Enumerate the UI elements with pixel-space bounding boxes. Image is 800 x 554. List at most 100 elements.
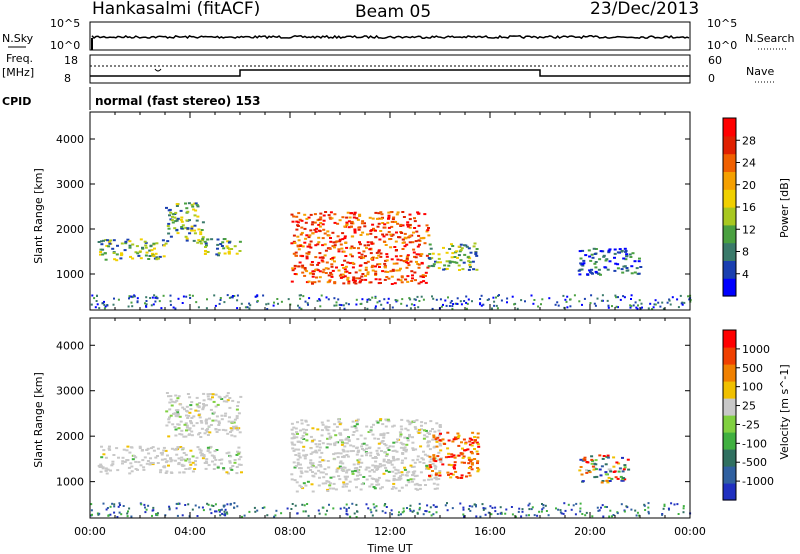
power-cell	[345, 223, 349, 226]
velocity-cell	[185, 426, 189, 429]
velocity-cell	[111, 502, 114, 505]
velocity-cell	[305, 428, 308, 431]
power-cell	[223, 301, 226, 304]
velocity-cell	[183, 423, 187, 426]
power-cell	[311, 275, 315, 278]
power-cell	[399, 259, 403, 262]
power-cell	[390, 258, 394, 261]
velocity-cell	[321, 459, 325, 462]
velocity-cell	[346, 513, 349, 516]
velocity-cell	[412, 478, 416, 481]
power-cell	[102, 302, 105, 305]
power-cell	[104, 239, 108, 241]
power-cell	[463, 244, 466, 247]
power-cell	[384, 244, 388, 246]
power-cell	[317, 236, 321, 239]
velocity-cell	[342, 483, 346, 486]
power-cell	[154, 300, 157, 303]
velocity-cell	[402, 507, 405, 510]
power-cell	[219, 243, 223, 245]
power-colorbar-tick-label: 24	[742, 157, 756, 170]
velocity-cell	[146, 460, 150, 462]
power-cell	[404, 237, 408, 240]
velocity-cell	[207, 425, 211, 428]
velocity-cell	[167, 435, 171, 438]
power-cell	[404, 261, 408, 264]
power-cell	[361, 231, 365, 234]
velocity-cell	[137, 461, 141, 464]
power-cell	[305, 257, 309, 260]
velocity-cell	[226, 512, 229, 515]
power-cell	[462, 261, 466, 264]
velocity-cell	[376, 483, 380, 486]
velocity-cell	[337, 420, 341, 423]
velocity-cell	[404, 450, 408, 453]
power-cell	[345, 270, 349, 273]
power-cell	[455, 250, 459, 253]
power-cell	[360, 222, 364, 225]
velocity-cell	[475, 505, 477, 508]
power-cell	[578, 273, 582, 276]
power-cell	[391, 268, 395, 271]
velocity-cell	[164, 449, 168, 452]
velocity-cell	[399, 441, 403, 444]
power-cell	[331, 269, 335, 272]
power-cell	[311, 273, 315, 275]
velocity-cell	[470, 462, 474, 465]
velocity-cell	[220, 398, 224, 400]
velocity-cell	[228, 461, 232, 464]
velocity-cell	[333, 442, 337, 445]
power-cell	[630, 265, 634, 268]
velocity-cell	[606, 481, 610, 484]
velocity-cell	[380, 440, 384, 443]
velocity-cell	[107, 447, 111, 450]
velocity-cell	[335, 470, 339, 473]
velocity-cell	[358, 473, 362, 476]
velocity-background	[90, 318, 690, 518]
power-cell	[399, 279, 403, 282]
velocity-cell	[574, 513, 577, 516]
power-cell	[186, 210, 190, 213]
velocity-cell	[328, 482, 332, 485]
velocity-cell	[585, 469, 588, 472]
velocity-cell	[171, 423, 175, 426]
velocity-cell	[109, 505, 112, 508]
power-cell	[406, 254, 410, 257]
velocity-cell	[395, 441, 399, 444]
power-cell	[395, 262, 399, 265]
velocity-cell	[318, 476, 321, 479]
power-cell	[405, 255, 409, 258]
velocity-cell	[181, 406, 185, 409]
velocity-cell	[236, 401, 240, 404]
power-cell	[395, 269, 399, 272]
velocity-cell	[304, 419, 308, 422]
power-cell	[106, 239, 109, 242]
power-cell	[344, 265, 348, 268]
power-cell	[280, 300, 283, 303]
power-cell	[190, 225, 194, 228]
velocity-cell	[372, 470, 376, 473]
power-cell	[607, 251, 611, 254]
velocity-cell	[149, 457, 152, 460]
velocity-cell	[177, 423, 181, 426]
power-cell	[436, 261, 439, 264]
velocity-cell	[456, 437, 460, 440]
velocity-cell	[431, 438, 435, 441]
power-cell	[103, 252, 107, 255]
velocity-cell	[469, 509, 472, 512]
velocity-cell	[347, 489, 351, 492]
velocity-cell	[375, 505, 378, 508]
velocity-cell	[228, 416, 231, 419]
power-cell	[403, 245, 407, 248]
power-cell	[677, 306, 680, 309]
power-cell	[427, 265, 431, 268]
velocity-cell	[226, 399, 230, 402]
velocity-cell	[301, 503, 304, 506]
power-cell	[248, 307, 251, 310]
power-cell	[383, 278, 387, 281]
power-cell	[569, 298, 572, 301]
velocity-cell	[177, 427, 181, 430]
velocity-cell	[310, 483, 314, 486]
power-cell	[309, 263, 313, 266]
velocity-cell	[303, 431, 307, 434]
